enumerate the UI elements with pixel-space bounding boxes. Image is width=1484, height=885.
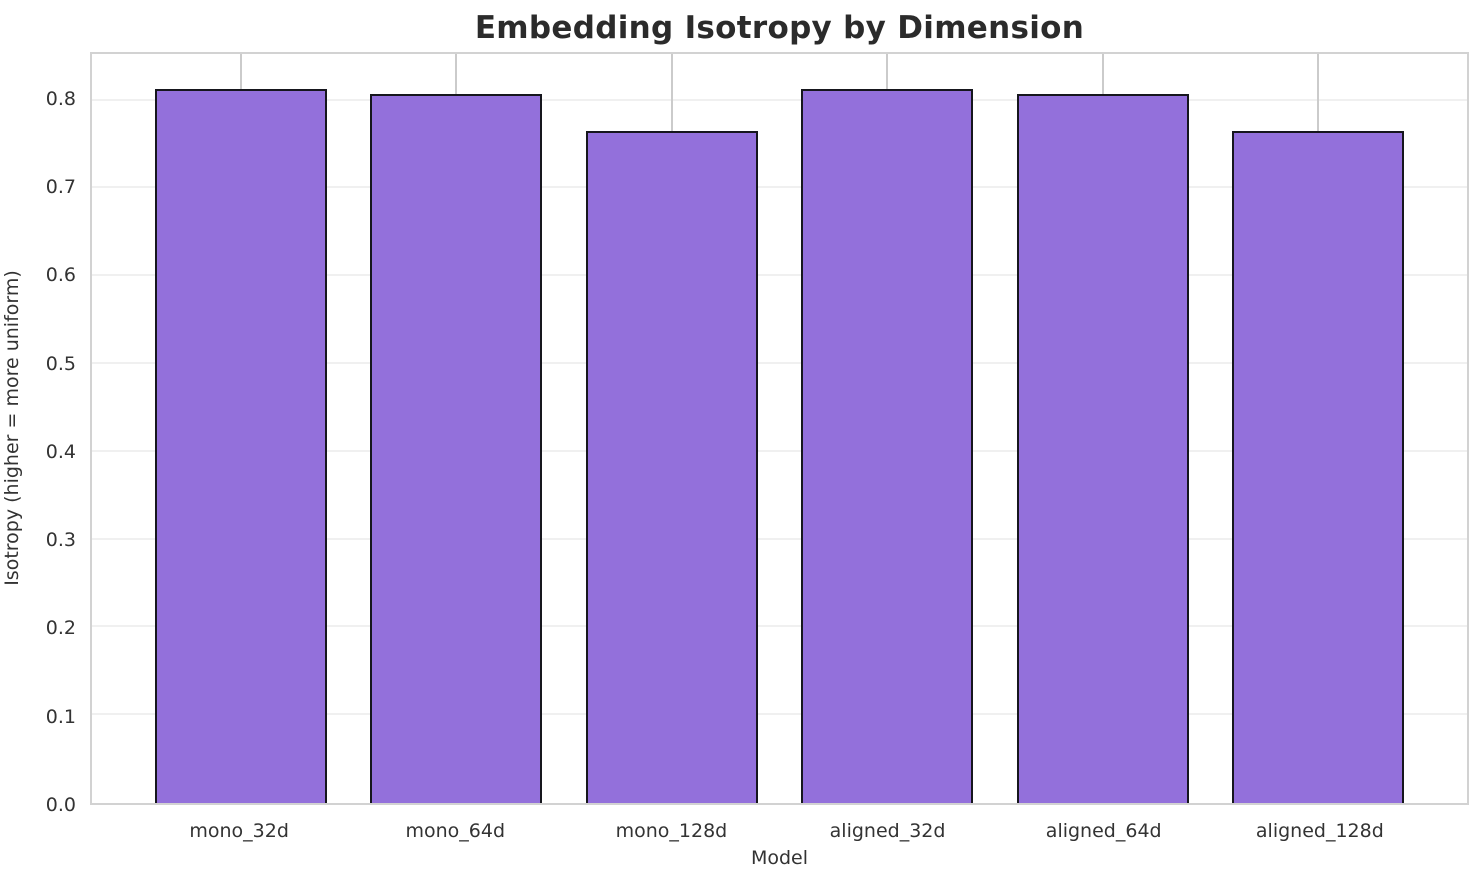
horizontal-gridline (92, 361, 1467, 364)
y-tick-label: 0.3 (45, 529, 76, 552)
y-tick-label: 0.4 (45, 440, 76, 463)
plot-area (90, 52, 1469, 805)
y-tick-label: 0.6 (45, 264, 76, 287)
x-tick-label-aligned_128d: aligned_128d (1255, 820, 1384, 842)
x-tick-label-mono_128d: mono_128d (615, 820, 728, 842)
y-tick-label: 0.2 (45, 617, 76, 640)
x-axis-label: Model (750, 847, 809, 869)
horizontal-gridline (92, 274, 1467, 277)
y-tick-label: 0.5 (45, 352, 76, 375)
y-tick-label: 0.8 (45, 87, 76, 110)
y-tick-label: 0.0 (45, 794, 76, 816)
bar-mono_128d (585, 131, 758, 803)
horizontal-gridline (92, 186, 1467, 189)
x-tick-label-mono_64d: mono_64d (405, 820, 506, 842)
chart-title: Embedding Isotropy by Dimension (474, 10, 1085, 46)
y-tick-label: 0.7 (45, 176, 76, 199)
horizontal-gridline (92, 625, 1467, 628)
horizontal-gridline (92, 449, 1467, 452)
bar-mono_32d (154, 89, 327, 803)
bar-mono_64d (370, 94, 543, 803)
horizontal-gridline (92, 713, 1467, 716)
x-tick-label-mono_32d: mono_32d (189, 820, 289, 842)
bar-aligned_32d (801, 89, 974, 803)
x-tick-label-aligned_32d: aligned_32d (829, 820, 946, 842)
bar-aligned_64d (1016, 94, 1189, 803)
y-tick-label: 0.1 (45, 705, 76, 728)
horizontal-gridline (92, 98, 1467, 101)
x-tick-label-aligned_64d: aligned_64d (1045, 820, 1162, 842)
bar-aligned_128d (1232, 131, 1405, 803)
horizontal-gridline (92, 537, 1467, 540)
